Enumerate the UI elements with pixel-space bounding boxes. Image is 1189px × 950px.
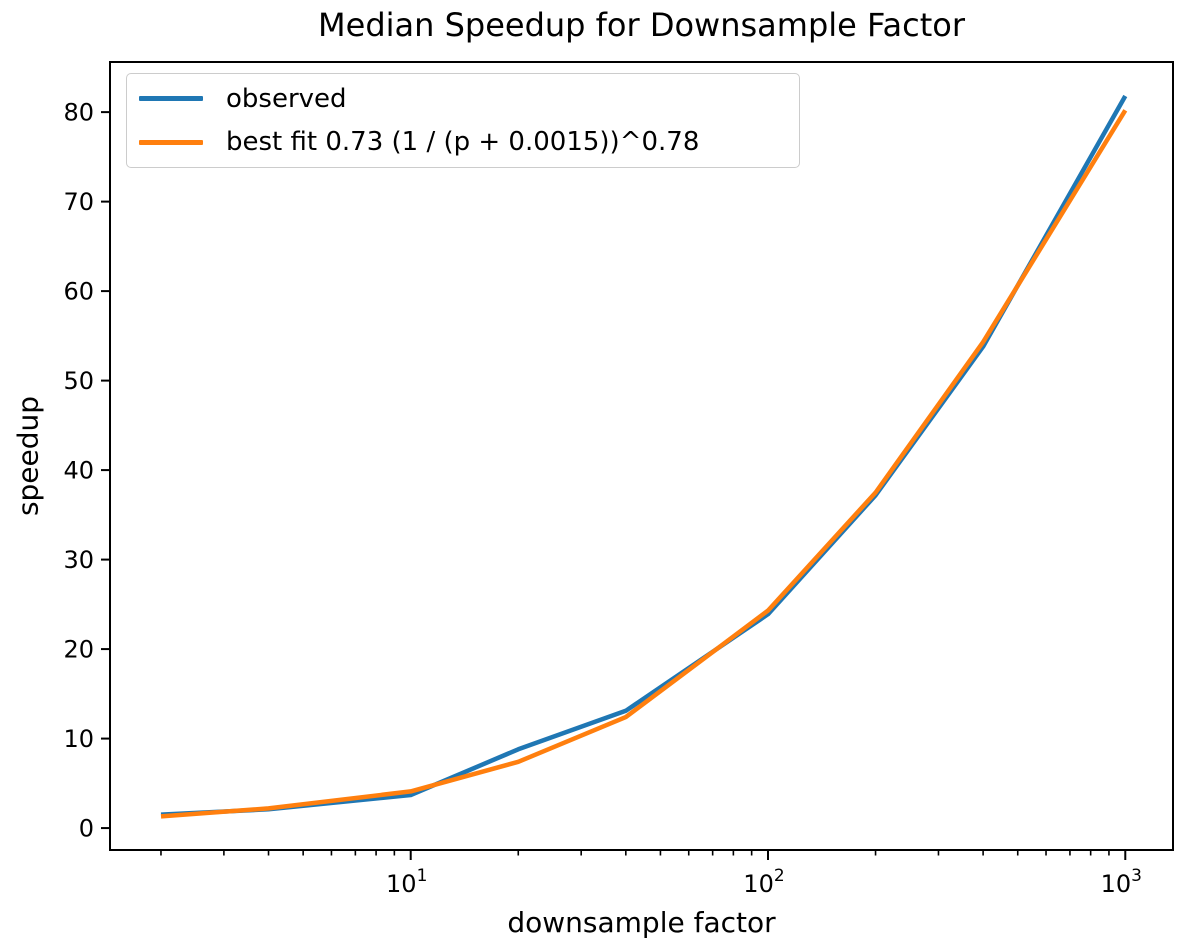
svg-text:10: 10 <box>63 725 94 753</box>
svg-text:102: 102 <box>743 866 784 898</box>
svg-text:40: 40 <box>63 457 94 485</box>
x-axis-label: downsample factor <box>507 906 776 939</box>
legend-entry-best-fit: best fit 0.73 (1 / (p + 0.0015))^0.78 <box>127 121 799 163</box>
legend-label-observed: observed <box>226 83 347 114</box>
svg-text:103: 103 <box>1101 866 1142 898</box>
svg-text:80: 80 <box>63 99 94 127</box>
legend-line-sample-best-fit <box>139 139 203 145</box>
svg-text:50: 50 <box>63 367 94 395</box>
legend-line-sample-observed <box>139 96 203 102</box>
svg-text:20: 20 <box>63 636 94 664</box>
legend-entry-observed: observed <box>127 78 799 120</box>
svg-text:60: 60 <box>63 278 94 306</box>
y-axis-label: speedup <box>11 395 45 517</box>
svg-text:0: 0 <box>79 815 94 843</box>
svg-text:30: 30 <box>63 546 94 574</box>
legend-label-best-fit: best fit 0.73 (1 / (p + 0.0015))^0.78 <box>226 127 700 158</box>
chart-title: Median Speedup for Downsample Factor <box>318 6 965 44</box>
legend: observed best fit 0.73 (1 / (p + 0.0015)… <box>126 73 800 168</box>
svg-text:101: 101 <box>386 866 427 898</box>
svg-text:70: 70 <box>63 188 94 216</box>
